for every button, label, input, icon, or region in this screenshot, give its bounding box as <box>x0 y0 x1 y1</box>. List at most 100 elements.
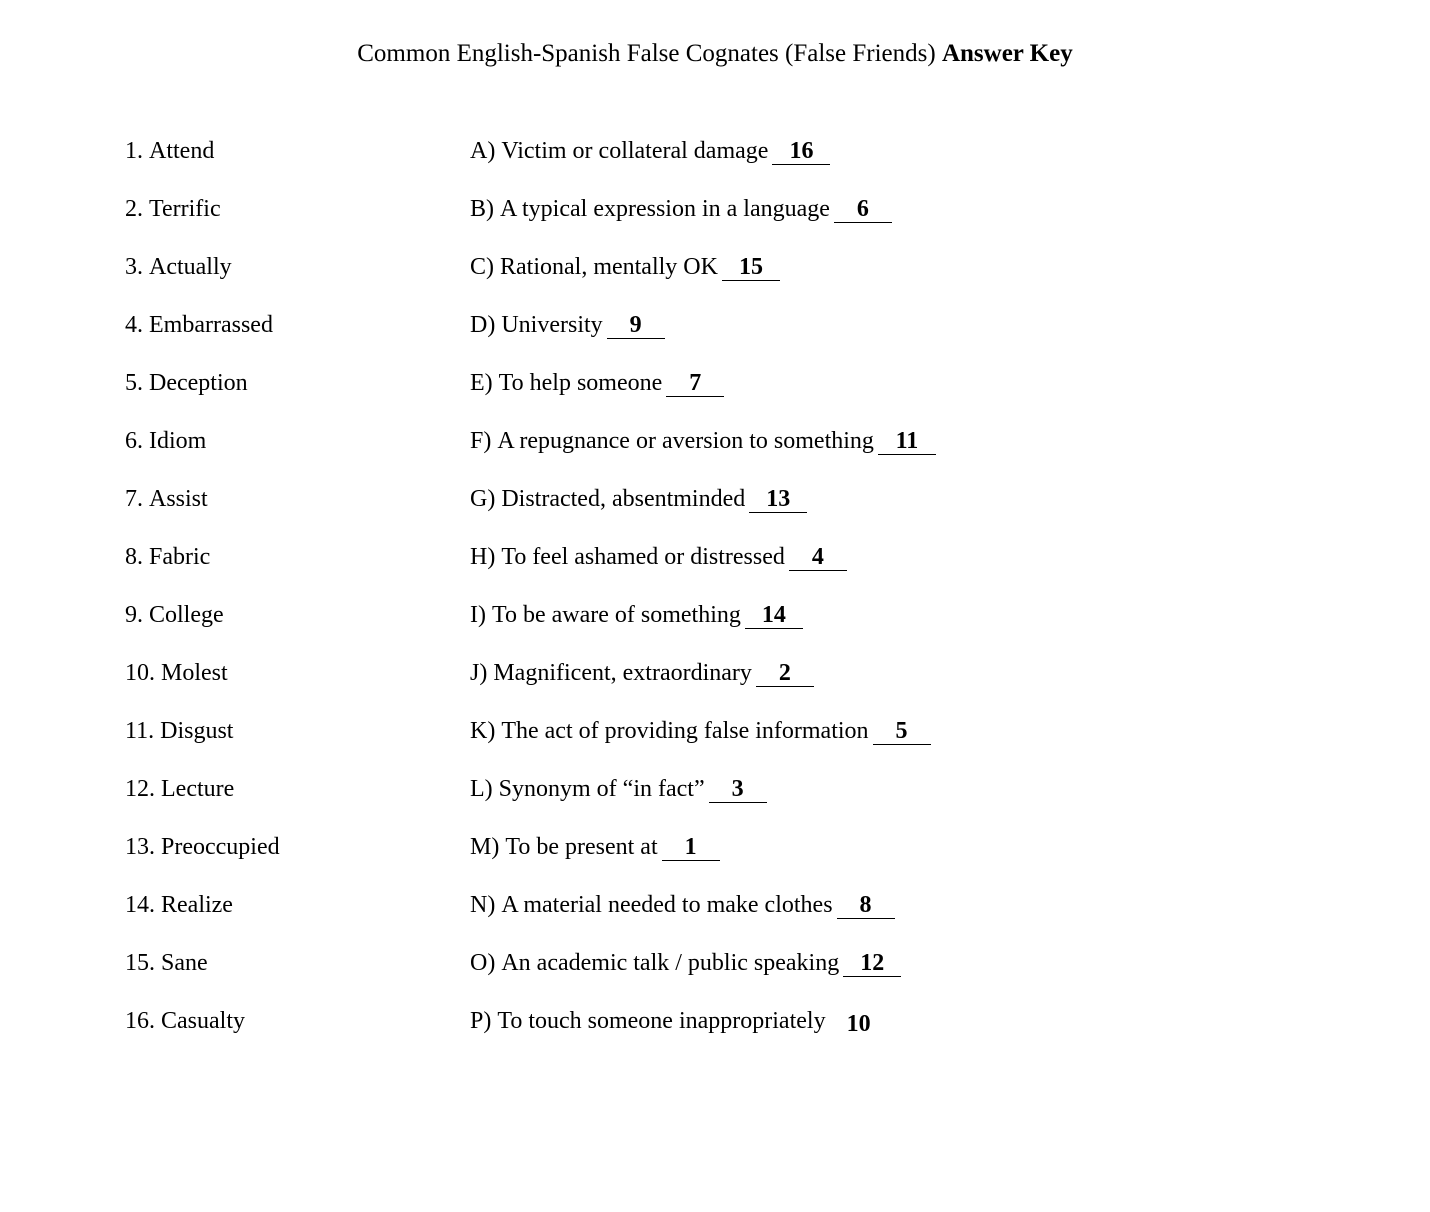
definition-row: L)Synonym of “in fact”3 <box>470 776 1305 834</box>
term-word: Preoccupied <box>161 834 280 861</box>
definition-letter: D) <box>470 312 495 339</box>
answer-blank: 7 <box>666 371 724 397</box>
answer-blank: 11 <box>878 429 936 455</box>
term-word: Disgust <box>160 718 233 745</box>
definition-text: A typical expression in a language <box>500 196 830 223</box>
term-number: 4. <box>125 312 143 339</box>
answer-blank: 13 <box>749 487 807 513</box>
term-row: 11.Disgust <box>125 718 470 776</box>
term-word: Realize <box>161 892 233 919</box>
definition-row: G)Distracted, absentminded13 <box>470 486 1305 544</box>
term-row: 3.Actually <box>125 254 470 312</box>
term-number: 5. <box>125 370 143 397</box>
term-row: 14.Realize <box>125 892 470 950</box>
definition-text: Victim or collateral damage <box>501 138 768 165</box>
term-number: 15. <box>125 950 155 977</box>
definition-row: O)An academic talk / public speaking12 <box>470 950 1305 1008</box>
definition-letter: B) <box>470 196 494 223</box>
definition-text: Magnificent, extraordinary <box>493 660 752 687</box>
definition-letter: N) <box>470 892 495 919</box>
term-row: 6.Idiom <box>125 428 470 486</box>
term-row: 8.Fabric <box>125 544 470 602</box>
definition-row: I)To be aware of something14 <box>470 602 1305 660</box>
term-word: College <box>149 602 224 629</box>
definition-text: A material needed to make clothes <box>501 892 832 919</box>
term-number: 7. <box>125 486 143 513</box>
definition-row: E)To help someone7 <box>470 370 1305 428</box>
term-row: 1.Attend <box>125 138 470 196</box>
term-word: Fabric <box>149 544 210 571</box>
term-row: 5.Deception <box>125 370 470 428</box>
definition-row: D)University9 <box>470 312 1305 370</box>
definition-row: B)A typical expression in a language6 <box>470 196 1305 254</box>
definitions-column: A)Victim or collateral damage16 B)A typic… <box>470 138 1305 1040</box>
term-number: 3. <box>125 254 143 281</box>
definition-text: The act of providing false information <box>501 718 868 745</box>
term-number: 2. <box>125 196 143 223</box>
definition-row: F)A repugnance or aversion to something1… <box>470 428 1305 486</box>
term-row: 13.Preoccupied <box>125 834 470 892</box>
term-word: Casualty <box>161 1008 245 1035</box>
answer-blank: 2 <box>756 661 814 687</box>
terms-column: 1.Attend2.Terrific3.Actually4.Embarrasse… <box>125 138 470 1040</box>
term-word: Actually <box>149 254 232 281</box>
definition-letter: I) <box>470 602 486 629</box>
definition-letter: J) <box>470 660 487 687</box>
page-title: Common English-Spanish False Cognates (F… <box>125 40 1305 68</box>
term-number: 9. <box>125 602 143 629</box>
answer-blank: 9 <box>607 313 665 339</box>
term-number: 10. <box>125 660 155 687</box>
definition-text: To touch someone inappropriately <box>497 1008 825 1035</box>
term-word: Idiom <box>149 428 206 455</box>
definition-letter: H) <box>470 544 495 571</box>
answer-blank: 10 <box>830 1008 888 1040</box>
definition-letter: G) <box>470 486 495 513</box>
term-number: 6. <box>125 428 143 455</box>
definition-letter: L) <box>470 776 493 803</box>
definition-letter: O) <box>470 950 495 977</box>
term-row: 7.Assist <box>125 486 470 544</box>
definition-row: C)Rational, mentally OK15 <box>470 254 1305 312</box>
term-row: 10.Molest <box>125 660 470 718</box>
answer-blank: 1 <box>662 835 720 861</box>
definition-letter: A) <box>470 138 495 165</box>
definition-text: Distracted, absentminded <box>501 486 745 513</box>
definition-text: University <box>501 312 602 339</box>
definition-letter: M) <box>470 834 499 861</box>
term-word: Deception <box>149 370 248 397</box>
definition-letter: K) <box>470 718 495 745</box>
term-row: 12.Lecture <box>125 776 470 834</box>
definition-row: N)A material needed to make clothes8 <box>470 892 1305 950</box>
answer-blank: 4 <box>789 545 847 571</box>
definition-letter: E) <box>470 370 493 397</box>
definition-row: P)To touch someone inappropriately10 <box>470 1008 1305 1040</box>
columns-container: 1.Attend2.Terrific3.Actually4.Embarrasse… <box>125 138 1305 1040</box>
definition-text: Synonym of “in fact” <box>499 776 705 803</box>
term-row: 2.Terrific <box>125 196 470 254</box>
answer-blank: 14 <box>745 603 803 629</box>
definition-text: A repugnance or aversion to something <box>497 428 874 455</box>
definition-row: M)To be present at1 <box>470 834 1305 892</box>
term-number: 11. <box>125 718 154 745</box>
term-word: Sane <box>161 950 208 977</box>
term-row: 4.Embarrassed <box>125 312 470 370</box>
answer-blank: 16 <box>772 139 830 165</box>
definition-letter: C) <box>470 254 494 281</box>
term-word: Embarrassed <box>149 312 273 339</box>
term-number: 8. <box>125 544 143 571</box>
title-bold: Answer Key <box>942 40 1073 67</box>
definition-letter: P) <box>470 1008 491 1035</box>
answer-blank: 15 <box>722 255 780 281</box>
definition-letter: F) <box>470 428 491 455</box>
term-number: 16. <box>125 1008 155 1035</box>
answer-blank: 5 <box>873 719 931 745</box>
term-number: 1. <box>125 138 143 165</box>
title-prefix: Common English-Spanish False Cognates (F… <box>357 40 942 67</box>
definition-text: An academic talk / public speaking <box>501 950 839 977</box>
definition-text: To be aware of something <box>492 602 741 629</box>
definition-text: To feel ashamed or distressed <box>501 544 785 571</box>
worksheet-page: Common English-Spanish False Cognates (F… <box>0 40 1430 1040</box>
definition-text: Rational, mentally OK <box>500 254 718 281</box>
term-number: 14. <box>125 892 155 919</box>
answer-blank: 3 <box>709 777 767 803</box>
